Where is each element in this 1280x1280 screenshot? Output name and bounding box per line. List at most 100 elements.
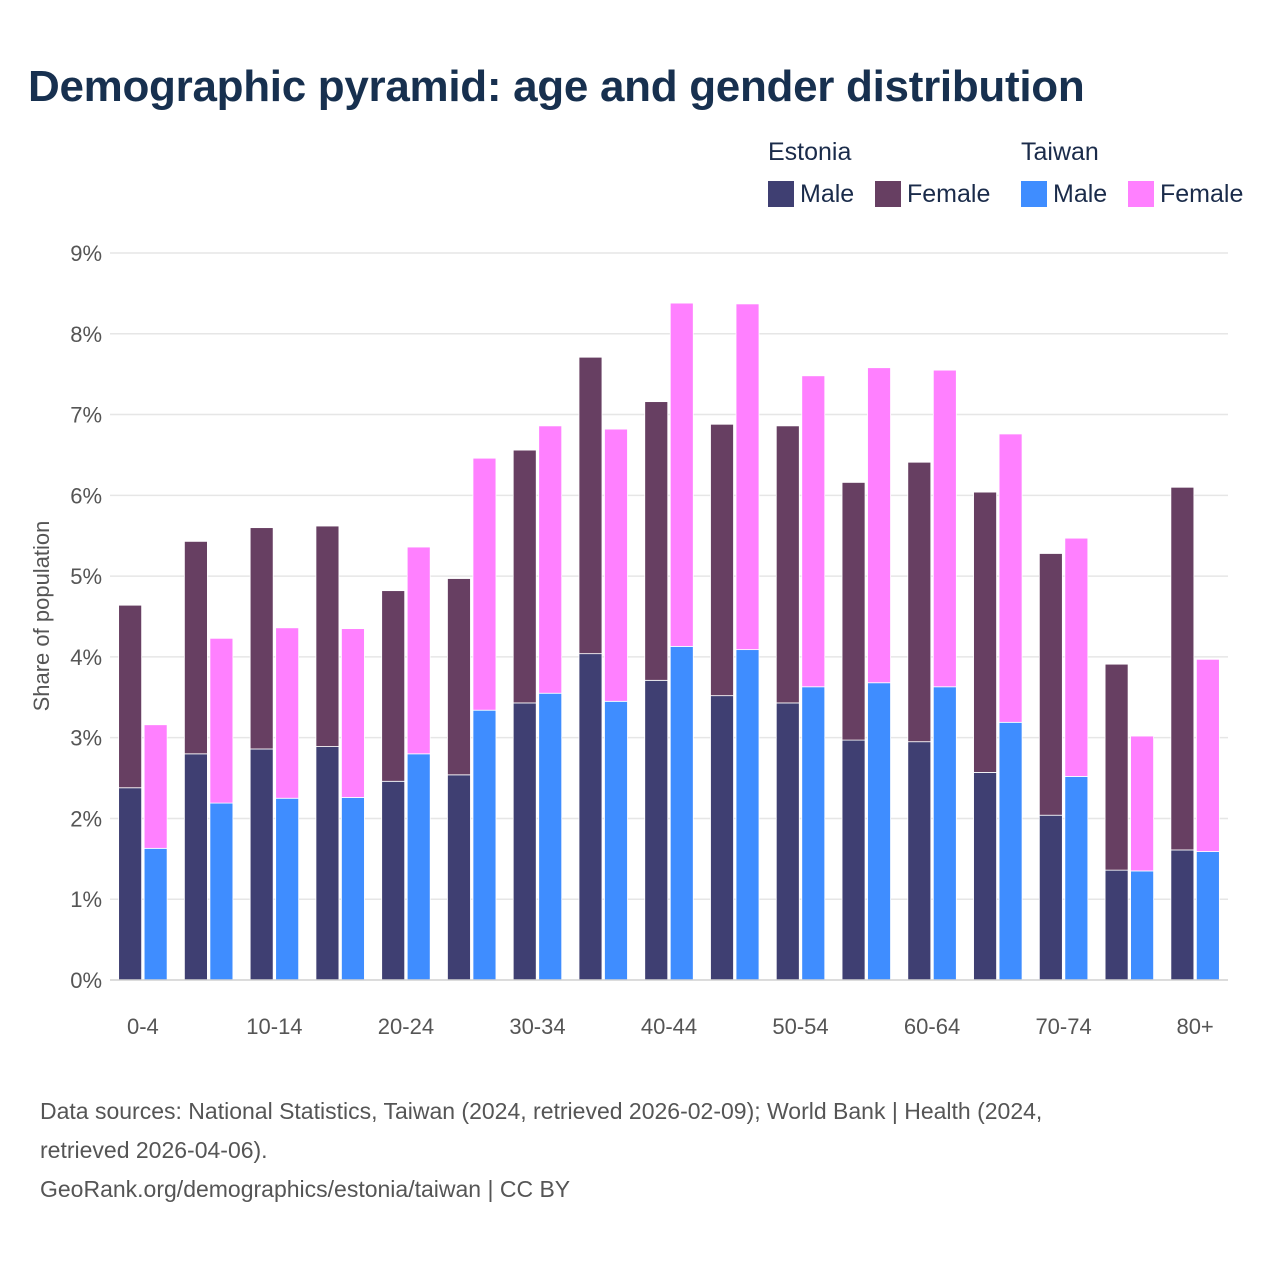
bar-estonia-male-65-69[interactable] bbox=[973, 772, 997, 981]
legend-label-estonia-female: Female bbox=[907, 179, 991, 208]
bar-taiwan-female-75-79[interactable] bbox=[1130, 735, 1155, 872]
bar-taiwan-male-80+[interactable] bbox=[1195, 851, 1220, 981]
bar-taiwan-male-25-29[interactable] bbox=[472, 709, 497, 981]
bar-taiwan-male-65-69[interactable] bbox=[998, 721, 1023, 981]
bar-taiwan-female-25-29[interactable] bbox=[472, 457, 497, 711]
bar-estonia-female-25-29[interactable] bbox=[447, 578, 471, 776]
bar-estonia-female-80+[interactable] bbox=[1170, 486, 1195, 851]
bar-estonia-female-20-24[interactable] bbox=[381, 590, 406, 782]
bar-estonia-male-0-4[interactable] bbox=[118, 787, 143, 981]
bar-estonia-male-35-39[interactable] bbox=[578, 653, 603, 981]
bar-taiwan-female-15-19[interactable] bbox=[341, 628, 365, 798]
bar-estonia-male-25-29[interactable] bbox=[447, 774, 471, 981]
bar-estonia-male-60-64[interactable] bbox=[907, 741, 932, 981]
bar-taiwan-male-35-39[interactable] bbox=[604, 700, 628, 981]
bar-estonia-male-55-59[interactable] bbox=[841, 739, 866, 981]
x-tick-label: 40-44 bbox=[641, 1014, 697, 1039]
bar-taiwan-female-70-74[interactable] bbox=[1064, 537, 1089, 777]
bar-estonia-female-65-69[interactable] bbox=[973, 491, 997, 773]
bar-estonia-male-10-14[interactable] bbox=[249, 748, 274, 981]
bar-estonia-female-30-34[interactable] bbox=[512, 449, 537, 704]
bar-taiwan-male-30-34[interactable] bbox=[538, 692, 563, 981]
bar-taiwan-male-40-44[interactable] bbox=[669, 645, 694, 981]
bar-taiwan-female-0-4[interactable] bbox=[143, 724, 168, 849]
y-tick-label: 1% bbox=[70, 887, 102, 912]
bar-estonia-male-20-24[interactable] bbox=[381, 780, 406, 981]
bar-estonia-male-70-74[interactable] bbox=[1038, 814, 1063, 981]
y-tick-label: 7% bbox=[70, 403, 102, 428]
bar-estonia-female-45-49[interactable] bbox=[710, 423, 734, 697]
bar-estonia-female-5-9[interactable] bbox=[183, 540, 208, 755]
legend-swatch-estonia-female bbox=[875, 181, 901, 207]
bar-estonia-female-60-64[interactable] bbox=[907, 461, 932, 743]
bar-estonia-male-15-19[interactable] bbox=[315, 746, 340, 981]
x-tick-label: 0-4 bbox=[127, 1014, 159, 1039]
bar-estonia-male-5-9[interactable] bbox=[183, 753, 208, 981]
bar-taiwan-male-15-19[interactable] bbox=[341, 797, 365, 981]
bar-estonia-female-15-19[interactable] bbox=[315, 525, 340, 747]
source-note: Data sources: National Statistics, Taiwa… bbox=[40, 1092, 1220, 1209]
legend-item-taiwan-male[interactable]: Male bbox=[1021, 178, 1107, 210]
bar-estonia-male-50-54[interactable] bbox=[775, 702, 800, 981]
bar-taiwan-female-50-54[interactable] bbox=[801, 375, 826, 688]
bar-taiwan-female-5-9[interactable] bbox=[209, 637, 234, 804]
legend-item-estonia-female[interactable]: Female bbox=[875, 178, 990, 210]
bar-estonia-female-55-59[interactable] bbox=[841, 482, 866, 741]
bar-taiwan-male-20-24[interactable] bbox=[406, 753, 431, 981]
bar-taiwan-female-60-64[interactable] bbox=[932, 369, 957, 688]
bar-taiwan-female-45-49[interactable] bbox=[735, 303, 760, 651]
y-tick-label: 4% bbox=[70, 645, 102, 670]
bar-estonia-male-30-34[interactable] bbox=[512, 702, 537, 981]
bar-taiwan-female-55-59[interactable] bbox=[867, 367, 891, 684]
bar-estonia-female-75-79[interactable] bbox=[1104, 663, 1129, 871]
x-tick-label: 50-54 bbox=[772, 1014, 828, 1039]
bar-estonia-female-70-74[interactable] bbox=[1038, 553, 1063, 816]
bar-taiwan-male-75-79[interactable] bbox=[1130, 870, 1155, 981]
legend-title-estonia: Estonia bbox=[768, 138, 852, 166]
bar-taiwan-female-35-39[interactable] bbox=[604, 428, 628, 702]
bar-taiwan-male-55-59[interactable] bbox=[867, 682, 891, 981]
bar-estonia-female-50-54[interactable] bbox=[775, 425, 800, 704]
x-tick-label: 70-74 bbox=[1035, 1014, 1091, 1039]
source-line-2: retrieved 2026-04-06). bbox=[40, 1137, 268, 1163]
bar-estonia-female-10-14[interactable] bbox=[249, 527, 274, 750]
legend-item-taiwan-female[interactable]: Female bbox=[1128, 178, 1243, 210]
bar-estonia-female-40-44[interactable] bbox=[644, 401, 669, 681]
bar-taiwan-female-65-69[interactable] bbox=[998, 433, 1023, 723]
bar-taiwan-female-20-24[interactable] bbox=[406, 546, 431, 755]
bar-taiwan-male-70-74[interactable] bbox=[1064, 776, 1089, 981]
bar-estonia-male-75-79[interactable] bbox=[1104, 869, 1129, 981]
bar-estonia-female-0-4[interactable] bbox=[118, 604, 143, 789]
x-tick-label: 20-24 bbox=[378, 1014, 434, 1039]
bar-taiwan-female-30-34[interactable] bbox=[538, 425, 563, 694]
bar-taiwan-female-40-44[interactable] bbox=[669, 302, 694, 647]
legend-item-estonia-male[interactable]: Male bbox=[768, 178, 854, 210]
population-bar-chart: 0% 1% 2% 3% 4% 5% 6% 7% 8% 9% 0-4 10-14 20-24 30-34 40… bbox=[70, 241, 1228, 1039]
y-tick-label: 2% bbox=[70, 806, 102, 831]
x-tick-label: 10-14 bbox=[246, 1014, 302, 1039]
bar-taiwan-female-80+[interactable] bbox=[1195, 658, 1220, 852]
x-tick-label: 80+ bbox=[1176, 1014, 1213, 1039]
y-tick-label: 9% bbox=[70, 241, 102, 266]
legend-title-taiwan: Taiwan bbox=[1021, 138, 1099, 166]
y-tick-label: 3% bbox=[70, 726, 102, 751]
legend-label-estonia-male: Male bbox=[800, 179, 855, 208]
y-tick-label: 0% bbox=[70, 968, 102, 993]
bar-taiwan-female-10-14[interactable] bbox=[275, 627, 300, 799]
bar-estonia-male-80+[interactable] bbox=[1170, 849, 1195, 981]
legend-label-taiwan-male: Male bbox=[1053, 179, 1108, 208]
bar-taiwan-male-60-64[interactable] bbox=[932, 686, 957, 981]
bar-taiwan-male-0-4[interactable] bbox=[143, 847, 168, 981]
bar-estonia-male-45-49[interactable] bbox=[710, 695, 734, 981]
bar-taiwan-male-50-54[interactable] bbox=[801, 686, 826, 981]
y-tick-label: 6% bbox=[70, 483, 102, 508]
bar-taiwan-male-45-49[interactable] bbox=[735, 649, 760, 981]
bar-estonia-male-40-44[interactable] bbox=[644, 679, 669, 981]
source-line-1: Data sources: National Statistics, Taiwa… bbox=[40, 1098, 1043, 1124]
bar-taiwan-male-5-9[interactable] bbox=[209, 802, 234, 981]
bar-estonia-female-35-39[interactable] bbox=[578, 356, 603, 655]
x-tick-label: 60-64 bbox=[904, 1014, 960, 1039]
source-line-3[interactable]: GeoRank.org/demographics/estonia/taiwan … bbox=[40, 1176, 571, 1202]
bar-taiwan-male-10-14[interactable] bbox=[275, 797, 300, 981]
y-tick-label: 5% bbox=[70, 564, 102, 589]
